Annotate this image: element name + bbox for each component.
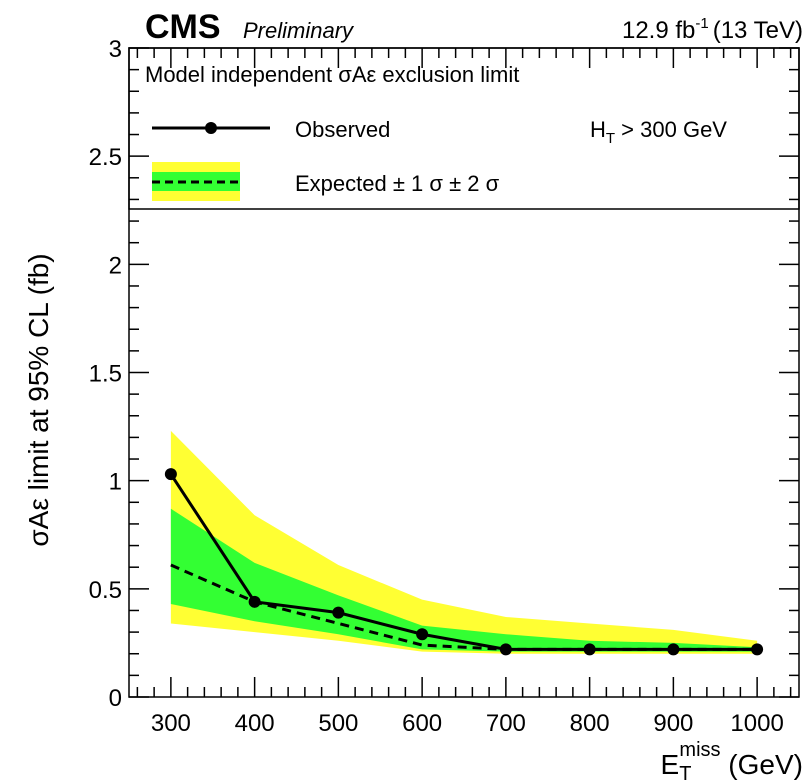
lumi-energy: (13 TeV) (713, 17, 803, 44)
legend-observed-marker (205, 122, 217, 134)
y-tick-label: 1 (109, 469, 122, 496)
cut-label: HT > 300 GeV (590, 117, 727, 147)
x-tick-label: 500 (318, 710, 358, 737)
cut-label-rest: > 300 GeV (615, 117, 727, 142)
legend-observed-label: Observed (295, 117, 390, 142)
band-1sigma (170, 508, 758, 652)
x-tick-label: 600 (402, 710, 442, 737)
x-axis-title-main: E (661, 749, 680, 780)
legend-expected-label: Expected ± 1 σ ± 2 σ (295, 171, 500, 196)
observed-point (583, 643, 596, 656)
y-tick-label: 0.5 (89, 577, 122, 604)
preliminary-label: Preliminary (243, 18, 355, 43)
legend-title: Model independent σAε exclusion limit (145, 62, 519, 87)
y-tick-label: 0 (109, 685, 122, 712)
x-tick-label: 900 (653, 710, 693, 737)
x-axis-title: ETmiss (GeV) (661, 739, 803, 780)
x-axis-title-unit: (GeV) (721, 749, 803, 780)
y-tick-label: 3 (109, 36, 122, 63)
y-tick-label: 2 (109, 252, 122, 279)
ticks-layer: 300 400 500 600 700 800 900 1000 0 0.5 1 1.5 2 2.5 3 (89, 36, 799, 737)
cut-label-main: H (590, 117, 606, 142)
lines-layer (164, 468, 764, 656)
y-tick-label: 2.5 (89, 144, 122, 171)
observed-point (416, 628, 429, 641)
observed-point (499, 643, 512, 656)
x-tick-label: 1000 (730, 710, 783, 737)
x-axis-title-sup: miss (679, 739, 720, 761)
observed-point (164, 468, 177, 481)
x-tick-label: 400 (235, 710, 275, 737)
cut-label-sub: T (606, 130, 615, 147)
y-axis-title: σAε limit at 95% CL (fb) (23, 253, 54, 546)
x-tick-label: 800 (570, 710, 610, 737)
observed-point (248, 595, 261, 608)
lumi-value: 12.9 fb (622, 17, 695, 44)
lumi-label: 12.9 fb-1 (13 TeV) (622, 15, 803, 44)
observed-point (751, 643, 764, 656)
observed-line (169, 473, 758, 651)
x-axis-title-sub: T (679, 763, 691, 780)
observed-point (667, 643, 680, 656)
bands-layer (170, 430, 758, 654)
x-tick-label: 700 (486, 710, 526, 737)
y-tick-label: 1.5 (89, 361, 122, 388)
lumi-exponent: -1 (695, 15, 708, 32)
observed-point (332, 606, 345, 619)
cms-label: CMS (145, 8, 221, 46)
x-tick-label: 300 (151, 710, 191, 737)
